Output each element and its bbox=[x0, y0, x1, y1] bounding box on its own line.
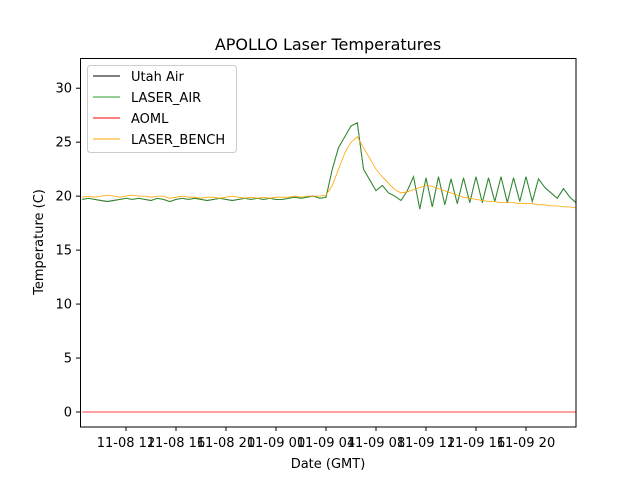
x-tick-label: 11-09 20 bbox=[497, 436, 555, 451]
legend-label: LASER_AIR bbox=[131, 91, 201, 106]
y-axis-label: Temperature (C) bbox=[32, 189, 47, 296]
x-tick-label: 11-09 00 bbox=[247, 436, 305, 451]
plot-frame bbox=[80, 58, 577, 428]
x-tick-label: 11-09 12 bbox=[397, 436, 455, 451]
y-tick-label: 25 bbox=[55, 136, 72, 151]
series-line-laser-bench bbox=[82, 136, 576, 209]
y-tick-label: 5 bbox=[64, 352, 72, 367]
legend-label: Utah Air bbox=[131, 70, 184, 85]
legend-label: LASER_BENCH bbox=[131, 133, 225, 148]
x-tick-label: 11-08 16 bbox=[147, 436, 205, 451]
x-tick-label: 11-09 08 bbox=[347, 436, 405, 451]
series-line-laser-air bbox=[82, 122, 576, 210]
x-tick-label: 11-08 12 bbox=[97, 436, 155, 451]
x-tick-label: 11-08 20 bbox=[197, 436, 255, 451]
y-tick-label: 10 bbox=[55, 298, 72, 313]
x-tick-label: 11-09 04 bbox=[297, 436, 355, 451]
legend-box bbox=[87, 65, 237, 153]
y-tick-label: 15 bbox=[55, 244, 72, 259]
legend-label: AOML bbox=[131, 112, 169, 127]
y-tick-label: 30 bbox=[55, 82, 72, 97]
x-axis-label: Date (GMT) bbox=[291, 457, 366, 472]
y-tick-label: 20 bbox=[55, 190, 72, 205]
y-tick-label: 0 bbox=[64, 405, 72, 420]
legend: Utah Air LASER_AIR AOML LASER_BENCH bbox=[87, 65, 237, 153]
x-tick-label: 11-09 16 bbox=[447, 436, 505, 451]
chart-title: APOLLO Laser Temperatures bbox=[215, 35, 441, 54]
